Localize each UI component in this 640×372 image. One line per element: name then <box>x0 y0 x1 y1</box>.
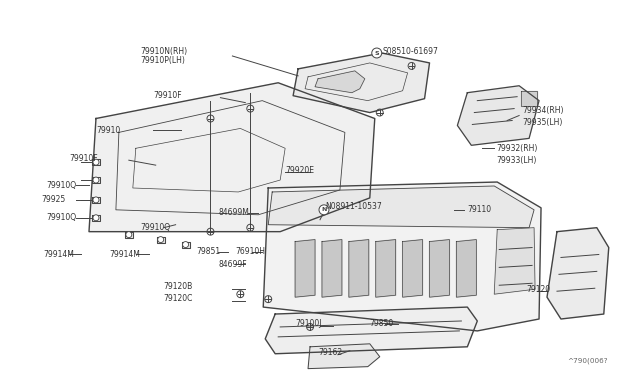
Circle shape <box>93 177 99 183</box>
Circle shape <box>93 197 99 203</box>
Polygon shape <box>182 241 189 247</box>
Polygon shape <box>125 232 133 238</box>
Text: 79850: 79850 <box>370 320 394 328</box>
Text: 79910Q: 79910Q <box>141 223 171 232</box>
Polygon shape <box>308 344 380 369</box>
Polygon shape <box>268 186 534 228</box>
Text: 84699F: 84699F <box>218 260 247 269</box>
Circle shape <box>372 48 381 58</box>
Text: N08911-10537: N08911-10537 <box>325 202 381 211</box>
Text: 79932(RH): 79932(RH) <box>496 144 538 153</box>
Circle shape <box>93 159 99 165</box>
Text: 79914M: 79914M <box>44 250 74 259</box>
Text: 79910F: 79910F <box>69 154 98 163</box>
Polygon shape <box>265 307 477 354</box>
Circle shape <box>126 232 132 238</box>
Circle shape <box>319 205 329 215</box>
Polygon shape <box>293 53 429 113</box>
Text: 76910H: 76910H <box>236 247 266 256</box>
Text: 79910P(LH): 79910P(LH) <box>141 57 186 65</box>
Polygon shape <box>429 240 449 297</box>
Polygon shape <box>92 159 100 165</box>
Text: 79910F: 79910F <box>154 91 182 100</box>
Polygon shape <box>295 240 315 297</box>
Text: ^790(006?: ^790(006? <box>567 357 607 364</box>
Text: 79933(LH): 79933(LH) <box>496 156 536 165</box>
Text: 79162: 79162 <box>318 348 342 357</box>
Polygon shape <box>89 83 375 232</box>
Text: S08510-61697: S08510-61697 <box>383 46 438 55</box>
Polygon shape <box>403 240 422 297</box>
Text: 79910: 79910 <box>96 126 120 135</box>
Polygon shape <box>157 237 164 243</box>
Polygon shape <box>92 197 100 203</box>
Polygon shape <box>456 240 476 297</box>
Polygon shape <box>376 240 396 297</box>
Text: 79851: 79851 <box>196 247 221 256</box>
Polygon shape <box>458 86 539 145</box>
Polygon shape <box>263 182 541 331</box>
Polygon shape <box>547 228 609 319</box>
Polygon shape <box>92 177 100 183</box>
Text: 79110: 79110 <box>467 205 492 214</box>
Text: 79920E: 79920E <box>285 166 314 174</box>
Text: 79910N(RH): 79910N(RH) <box>141 46 188 55</box>
Text: 79925: 79925 <box>41 195 65 204</box>
Polygon shape <box>521 91 537 106</box>
Text: 79100J: 79100J <box>295 320 322 328</box>
Text: S: S <box>374 51 379 55</box>
Polygon shape <box>315 71 365 93</box>
Polygon shape <box>92 215 100 221</box>
Polygon shape <box>494 228 535 294</box>
Polygon shape <box>349 240 369 297</box>
Circle shape <box>93 215 99 221</box>
Text: 79120C: 79120C <box>164 294 193 303</box>
Text: 79120: 79120 <box>526 285 550 294</box>
Text: 84699M: 84699M <box>218 208 250 217</box>
Text: 79935(LH): 79935(LH) <box>522 118 563 127</box>
Polygon shape <box>322 240 342 297</box>
Text: 79914M: 79914M <box>109 250 140 259</box>
Text: 79910Q: 79910Q <box>46 213 76 222</box>
Text: 79934(RH): 79934(RH) <box>522 106 564 115</box>
Text: 79910Q: 79910Q <box>46 180 76 189</box>
Circle shape <box>157 237 164 243</box>
Circle shape <box>182 241 189 247</box>
Text: N: N <box>321 207 326 212</box>
Text: 79120B: 79120B <box>164 282 193 291</box>
